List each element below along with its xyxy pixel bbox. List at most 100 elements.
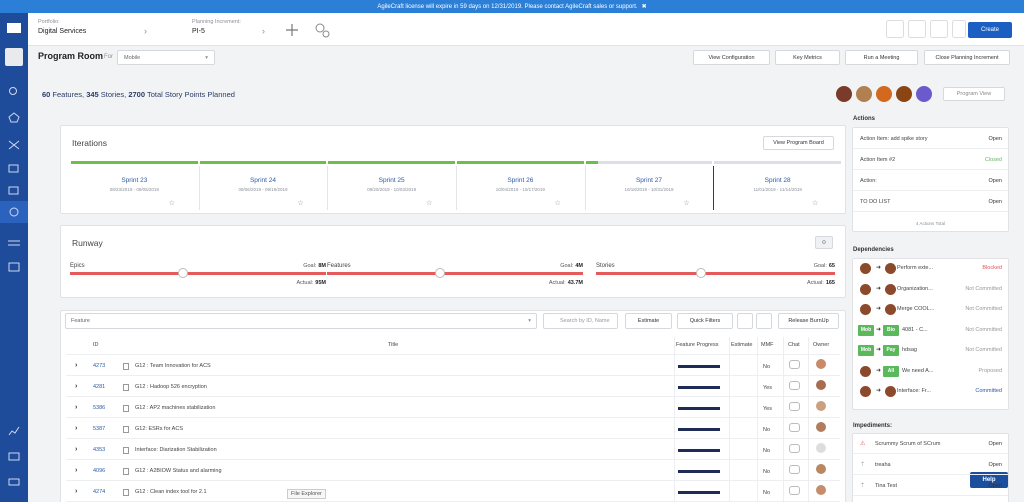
sprint-name[interactable]: Sprint 25 — [378, 177, 405, 184]
impediment-text[interactable]: Tina Test — [875, 483, 898, 489]
expand-row[interactable]: › — [75, 404, 78, 411]
expand-row[interactable]: › — [75, 446, 78, 453]
action-text[interactable]: TO DO LIST — [860, 199, 891, 205]
add-icon[interactable] — [286, 24, 298, 36]
nav-portfolio[interactable] — [8, 164, 19, 173]
type-filter[interactable]: Feature ▾ — [65, 313, 537, 329]
nav-strategy[interactable] — [8, 140, 20, 150]
owner-avatar[interactable] — [816, 485, 826, 495]
sprint-name[interactable]: Sprint 26 — [507, 177, 534, 184]
feature-title[interactable]: G12 : A2BIOW Status and alarming — [135, 468, 222, 474]
settings-button[interactable] — [737, 313, 753, 329]
dependency-text[interactable]: Organization... — [897, 285, 933, 292]
dependency-text[interactable]: Merge COOL... — [897, 306, 935, 312]
nav-inbox[interactable] — [8, 262, 20, 272]
chat-icon[interactable] — [789, 465, 800, 474]
expand-button[interactable] — [756, 313, 772, 329]
dependency-text[interactable]: 4081 - C... — [902, 326, 928, 333]
nav-reports[interactable] — [8, 426, 20, 436]
sprint-star[interactable]: ☆ — [554, 200, 561, 207]
expand-row[interactable]: › — [75, 425, 78, 432]
feature-title[interactable]: Interface: Diarization Stabilization — [135, 447, 217, 453]
feature-id[interactable]: 5387 — [93, 426, 106, 432]
dependency-text[interactable]: We need A... — [902, 367, 934, 374]
sprint-star[interactable]: ☆ — [168, 200, 175, 207]
feature-id[interactable]: 4353 — [93, 447, 106, 453]
settings-icon[interactable] — [322, 30, 330, 38]
impediment-text[interactable]: treaha — [875, 462, 891, 468]
avatar[interactable] — [836, 86, 852, 102]
owner-avatar[interactable] — [816, 359, 826, 369]
feature-id[interactable]: 4273 — [93, 363, 106, 369]
create-button[interactable]: Create — [968, 22, 1012, 38]
toolbar-button[interactable]: Key Metrics — [775, 50, 840, 65]
feature-title[interactable]: G12 : Hadoop 526 encryption — [135, 384, 207, 390]
feature-id[interactable]: 4281 — [93, 384, 106, 390]
owner-avatar[interactable] — [816, 464, 826, 474]
runway-settings[interactable]: ⚙ — [815, 236, 833, 249]
avatar[interactable] — [896, 86, 912, 102]
help-button[interactable]: Help — [970, 472, 1008, 488]
dependency-text[interactable]: hdsag — [902, 347, 917, 353]
owner-avatar[interactable] — [816, 380, 826, 390]
nav-settings[interactable] — [8, 478, 20, 486]
toolbar-button[interactable]: Close Planning Increment — [924, 50, 1010, 65]
impediment-text[interactable]: Scrummy Scrum of SCrum — [875, 441, 941, 447]
tool-button[interactable] — [930, 20, 948, 38]
sprint-star[interactable]: ☆ — [683, 200, 690, 207]
feature-id[interactable]: 4274 — [93, 489, 106, 495]
owner-avatar[interactable] — [816, 422, 826, 432]
chat-icon[interactable] — [789, 402, 800, 411]
avatar[interactable] — [876, 86, 892, 102]
action-text[interactable]: Action Item: add spike story — [860, 136, 928, 142]
expand-row[interactable]: › — [75, 488, 78, 495]
program-board-button[interactable]: View Program Board — [763, 136, 834, 150]
sprint-name[interactable]: Sprint 28 — [764, 177, 791, 184]
sprint-star[interactable]: ☆ — [812, 200, 819, 207]
chat-icon[interactable] — [789, 486, 800, 495]
feature-id[interactable]: 4096 — [93, 468, 106, 474]
feature-title[interactable]: G12 : Team Innovation for ACS — [135, 363, 211, 369]
nav-program[interactable] — [8, 186, 19, 195]
avatar[interactable] — [856, 86, 872, 102]
dependency-text[interactable]: Perform exte... — [897, 265, 934, 271]
expand-row[interactable]: › — [75, 383, 78, 390]
table-button[interactable]: Estimate — [625, 313, 672, 329]
avatar[interactable] — [916, 86, 932, 102]
chat-icon[interactable] — [789, 360, 800, 369]
user-avatar[interactable] — [5, 48, 23, 66]
sprint-name[interactable]: Sprint 24 — [249, 177, 276, 184]
nav-collab[interactable] — [8, 240, 20, 246]
tool-button[interactable] — [886, 20, 904, 38]
sprint-name[interactable]: Sprint 27 — [635, 177, 662, 184]
search-box[interactable]: Search by ID, Name — [543, 313, 618, 329]
settings-icon[interactable] — [315, 23, 325, 33]
sprint-name[interactable]: Sprint 23 — [121, 177, 148, 184]
tool-button[interactable] — [952, 20, 966, 38]
action-text[interactable]: Action: — [860, 178, 877, 184]
owner-avatar[interactable] — [816, 401, 826, 411]
chat-icon[interactable] — [789, 423, 800, 432]
nav-team[interactable] — [9, 207, 19, 217]
increment-name[interactable]: PI-5 — [192, 28, 205, 35]
program-view-button[interactable]: Program View — [943, 87, 1005, 101]
banner-close[interactable]: ✖ — [641, 4, 647, 10]
sprint-star[interactable]: ☆ — [297, 200, 304, 207]
sprint-star[interactable]: ☆ — [426, 200, 433, 207]
toolbar-button[interactable]: View Configuration — [693, 50, 770, 65]
owner-avatar[interactable] — [816, 443, 826, 453]
feature-title[interactable]: G12 : Clean index tool for 2.1 — [135, 489, 207, 495]
chat-icon[interactable] — [789, 444, 800, 453]
expand-row[interactable]: › — [75, 362, 78, 369]
dependency-text[interactable]: Interface: Fr... — [897, 388, 931, 394]
feature-title[interactable]: G12 : AP2 machines stabilization — [135, 405, 216, 411]
table-button[interactable]: Quick Filters — [677, 313, 733, 329]
nav-search[interactable] — [9, 87, 17, 95]
action-text[interactable]: Action Item #2 — [860, 157, 896, 163]
nav-favorites[interactable] — [8, 112, 20, 123]
tool-button[interactable] — [908, 20, 926, 38]
toolbar-button[interactable]: Run a Meeting — [845, 50, 918, 65]
expand-row[interactable]: › — [75, 467, 78, 474]
feature-id[interactable]: 5386 — [93, 405, 106, 411]
feature-title[interactable]: G12: ESRs for ACS — [135, 426, 183, 432]
